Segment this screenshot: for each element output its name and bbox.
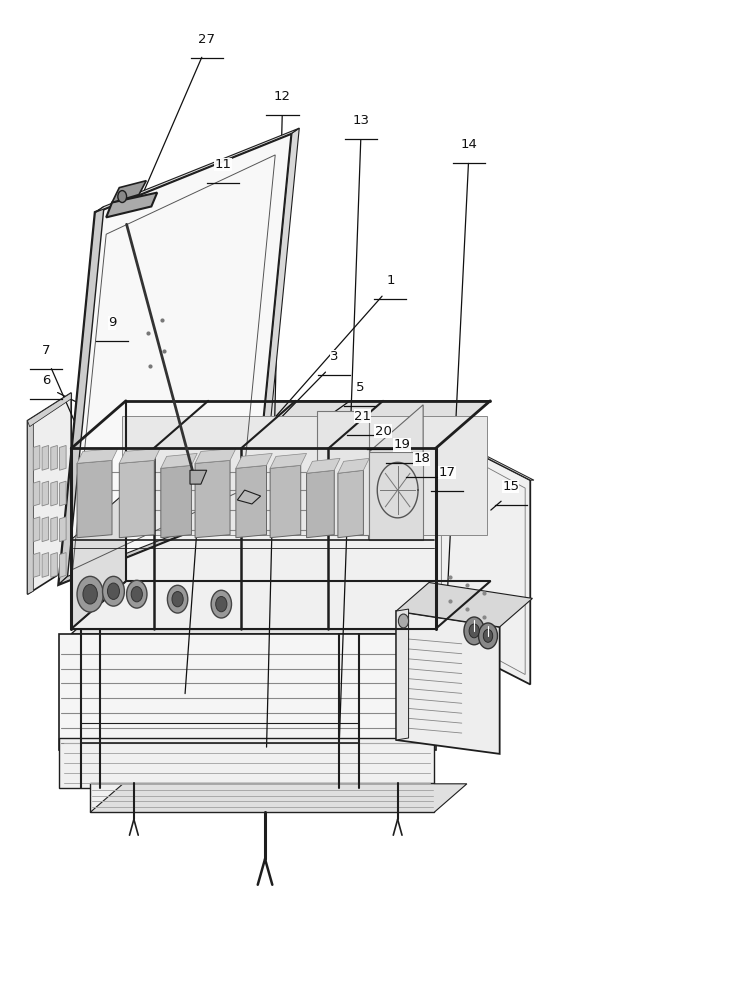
Text: 1: 1: [386, 274, 394, 287]
Polygon shape: [59, 500, 263, 584]
Polygon shape: [60, 445, 66, 470]
Polygon shape: [190, 470, 207, 484]
Polygon shape: [307, 458, 340, 473]
Polygon shape: [237, 490, 261, 504]
Text: 5: 5: [355, 381, 364, 394]
Circle shape: [102, 576, 125, 606]
Text: 15: 15: [502, 480, 519, 493]
Polygon shape: [270, 453, 307, 468]
Polygon shape: [77, 448, 118, 463]
Polygon shape: [119, 460, 154, 538]
Polygon shape: [60, 481, 66, 506]
Polygon shape: [59, 133, 292, 584]
Polygon shape: [318, 411, 368, 535]
Circle shape: [478, 623, 497, 649]
Circle shape: [118, 191, 127, 202]
Polygon shape: [71, 492, 126, 629]
Polygon shape: [236, 453, 272, 468]
Polygon shape: [161, 453, 198, 468]
Polygon shape: [27, 418, 33, 594]
Polygon shape: [95, 128, 299, 212]
Polygon shape: [42, 445, 49, 470]
Polygon shape: [397, 609, 408, 740]
Polygon shape: [71, 586, 490, 634]
Circle shape: [172, 592, 184, 607]
Text: 27: 27: [198, 33, 215, 46]
Polygon shape: [42, 553, 49, 577]
Text: 13: 13: [353, 114, 370, 127]
Polygon shape: [33, 481, 40, 506]
Circle shape: [108, 583, 119, 599]
Circle shape: [77, 576, 103, 612]
Polygon shape: [122, 416, 486, 535]
Polygon shape: [437, 433, 530, 684]
Polygon shape: [338, 458, 369, 473]
Polygon shape: [51, 517, 57, 542]
Polygon shape: [77, 460, 112, 538]
Circle shape: [211, 590, 231, 618]
Text: 7: 7: [42, 344, 51, 357]
Polygon shape: [33, 553, 40, 577]
Text: 19: 19: [394, 438, 411, 451]
Polygon shape: [59, 738, 434, 788]
Polygon shape: [307, 470, 335, 538]
Polygon shape: [71, 448, 436, 629]
Circle shape: [167, 585, 188, 613]
Circle shape: [483, 629, 493, 642]
Polygon shape: [256, 128, 299, 505]
Polygon shape: [161, 465, 192, 538]
Polygon shape: [60, 517, 66, 542]
Circle shape: [216, 596, 227, 612]
Polygon shape: [195, 460, 230, 538]
Text: 12: 12: [274, 90, 291, 103]
Polygon shape: [27, 393, 71, 427]
Polygon shape: [51, 445, 57, 470]
Text: 17: 17: [439, 466, 455, 479]
Text: 14: 14: [461, 138, 478, 151]
Polygon shape: [59, 634, 436, 750]
Polygon shape: [397, 611, 500, 754]
Circle shape: [399, 614, 408, 628]
Polygon shape: [60, 553, 66, 577]
Polygon shape: [51, 481, 57, 506]
Circle shape: [131, 587, 142, 602]
Text: 11: 11: [214, 158, 231, 171]
Polygon shape: [33, 517, 40, 542]
Polygon shape: [90, 784, 467, 812]
Polygon shape: [270, 465, 301, 538]
Text: 18: 18: [413, 452, 430, 465]
Text: 20: 20: [374, 425, 391, 438]
Polygon shape: [51, 553, 57, 577]
Polygon shape: [112, 181, 146, 202]
Polygon shape: [59, 206, 104, 584]
Polygon shape: [236, 465, 267, 538]
Circle shape: [469, 624, 479, 638]
Text: 21: 21: [354, 410, 371, 423]
Polygon shape: [195, 448, 236, 463]
Polygon shape: [106, 193, 157, 217]
Polygon shape: [368, 452, 423, 540]
Text: 6: 6: [42, 374, 51, 387]
Circle shape: [127, 580, 147, 608]
Polygon shape: [338, 470, 363, 538]
Polygon shape: [397, 583, 532, 627]
Polygon shape: [33, 445, 40, 470]
Polygon shape: [90, 783, 434, 812]
Text: 3: 3: [330, 350, 338, 363]
Polygon shape: [71, 401, 490, 448]
Polygon shape: [437, 433, 534, 480]
Polygon shape: [119, 448, 160, 463]
Polygon shape: [42, 481, 49, 506]
Polygon shape: [27, 393, 71, 594]
Circle shape: [83, 584, 97, 604]
Text: 9: 9: [108, 316, 116, 329]
Polygon shape: [42, 517, 49, 542]
Polygon shape: [368, 405, 423, 540]
Circle shape: [464, 617, 484, 645]
